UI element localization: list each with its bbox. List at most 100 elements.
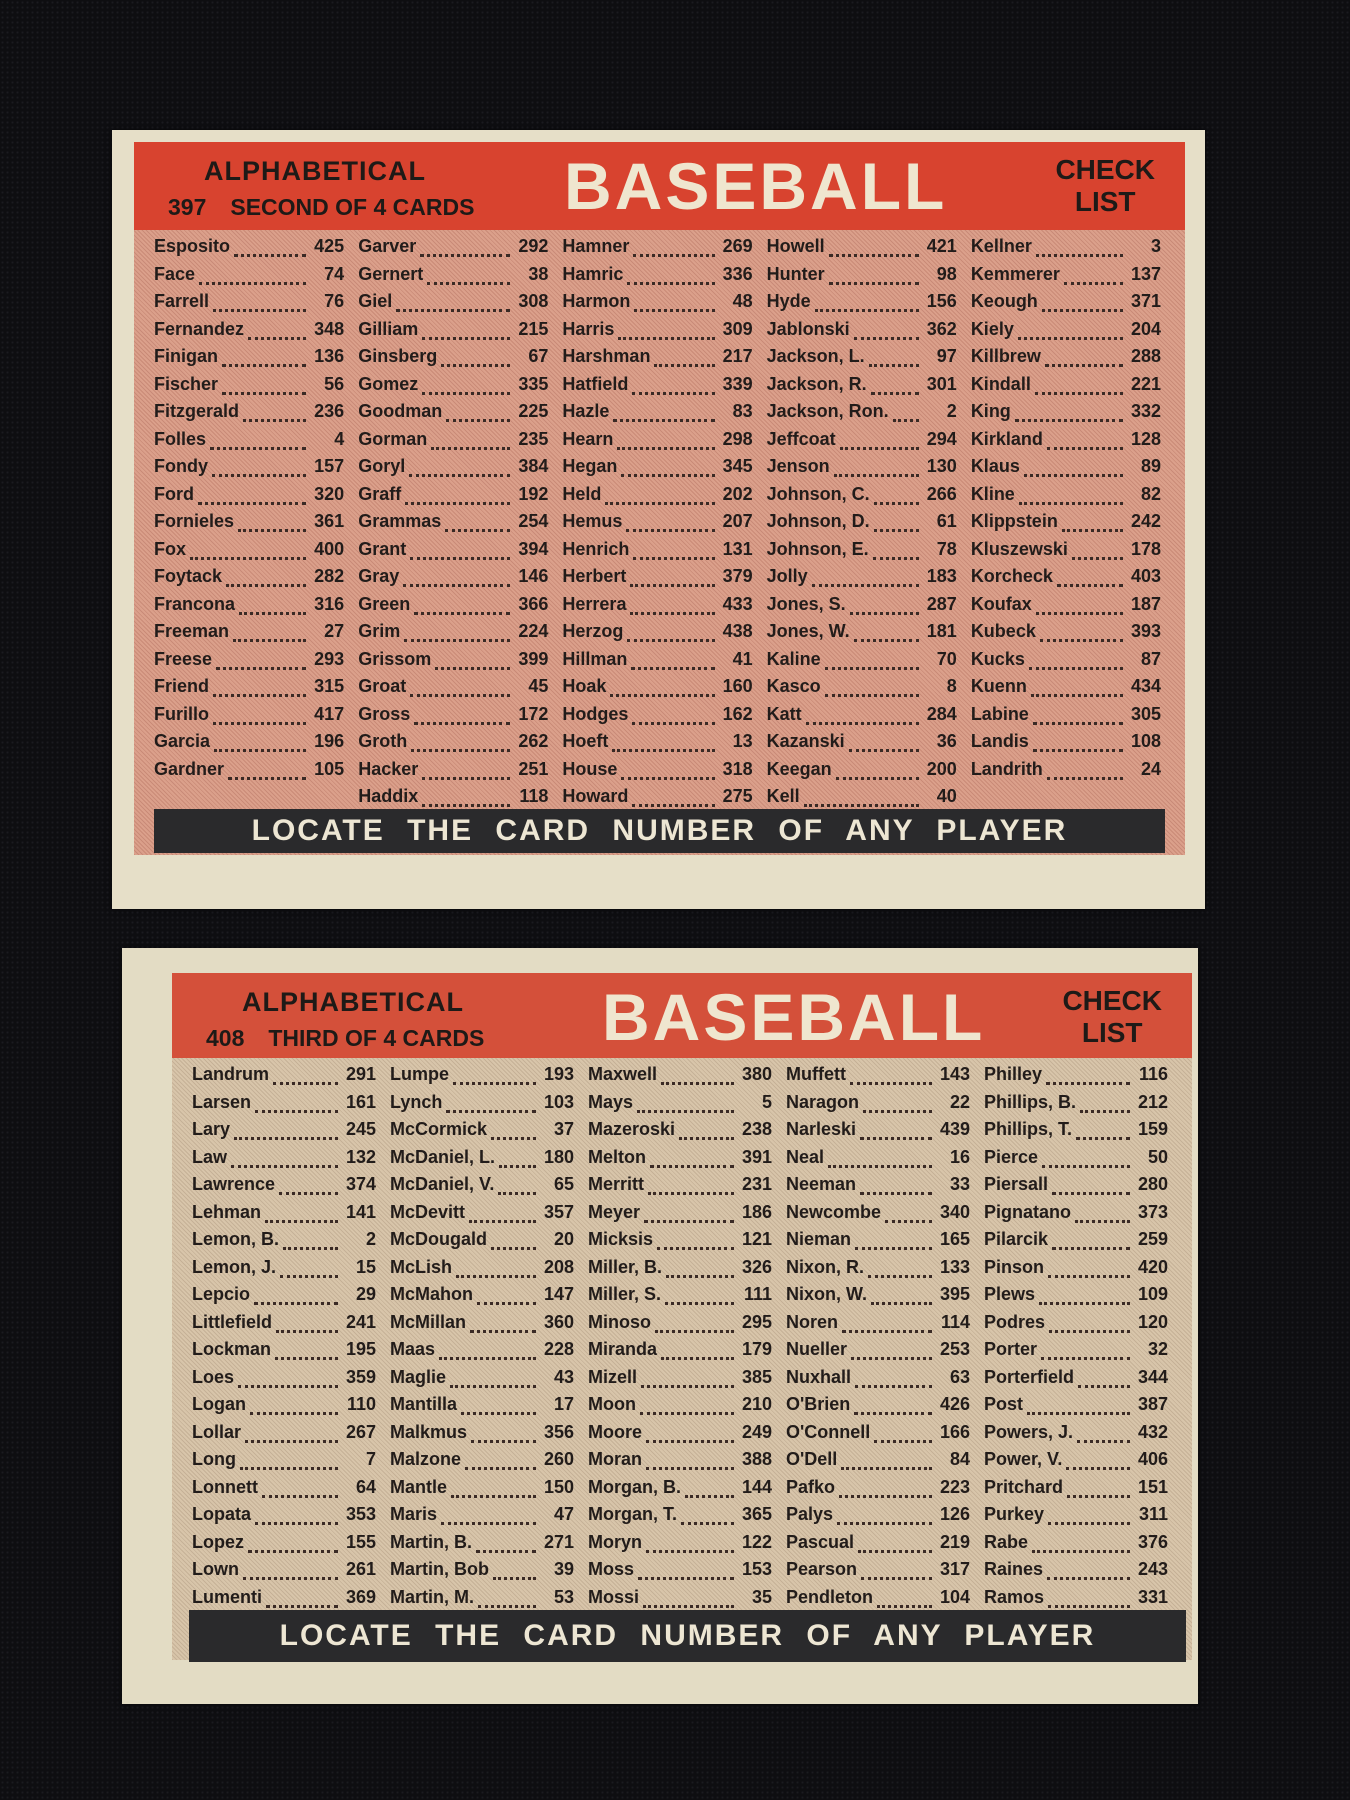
card-number-value: 225 xyxy=(518,401,549,421)
player-entry: Palys 126 xyxy=(786,1504,970,1532)
leader-dots xyxy=(632,721,715,725)
player-name: Lumpe xyxy=(390,1064,450,1084)
player-name: Post xyxy=(984,1394,1024,1414)
player-entry: Keough 371 xyxy=(971,291,1161,319)
player-entry: Klaus 89 xyxy=(971,456,1161,484)
player-name: Moore xyxy=(588,1421,642,1442)
player-name: Kubeck xyxy=(970,621,1036,641)
leader-dots xyxy=(255,1109,338,1113)
leader-dots xyxy=(1046,1082,1130,1086)
leader-dots xyxy=(627,281,715,285)
card-number-value: 110 xyxy=(346,1394,376,1414)
leader-dots xyxy=(630,611,715,615)
card-number-value: 128 xyxy=(1130,428,1162,449)
card-number-value: 260 xyxy=(543,1449,574,1469)
player-name: Phillips, B. xyxy=(984,1091,1077,1112)
player-entry: Neal 16 xyxy=(786,1147,970,1175)
leader-dots xyxy=(239,1467,338,1471)
card-number-value: 282 xyxy=(314,566,345,586)
player-name: Haddix xyxy=(358,786,419,806)
card-number-value: 271 xyxy=(543,1531,574,1552)
card-number-value: 406 xyxy=(1137,1449,1168,1469)
player-name: Giel xyxy=(358,291,393,311)
player-name: Minoso xyxy=(588,1311,651,1332)
player-entry: Hoeft 13 xyxy=(562,731,753,759)
card-number-value: 280 xyxy=(1137,1174,1168,1194)
player-entry: Face 74 xyxy=(154,264,344,292)
player-entry: Grammas 254 xyxy=(358,511,548,539)
player-entry: Howard 275 xyxy=(562,786,753,814)
player-name: Noren xyxy=(786,1311,839,1332)
card-number-value: 336 xyxy=(722,263,753,284)
player-name: Gorman xyxy=(358,428,428,449)
leader-dots xyxy=(870,391,919,395)
player-entry: Nuxhall 63 xyxy=(786,1367,970,1395)
leader-dots xyxy=(222,391,307,395)
player-name: Lemon, J. xyxy=(192,1256,277,1277)
player-name: Finigan xyxy=(154,346,218,366)
card-number-value: 399 xyxy=(518,648,549,669)
leader-dots xyxy=(422,336,511,340)
leader-dots xyxy=(414,611,511,615)
leader-dots xyxy=(661,1082,734,1086)
player-entry: Kellner 3 xyxy=(971,236,1161,264)
player-entry: Nixon, R. 133 xyxy=(786,1257,970,1285)
card-number-value: 126 xyxy=(939,1504,970,1524)
leader-dots xyxy=(1061,529,1124,533)
player-entry: Lockman 195 xyxy=(192,1339,376,1367)
leader-dots xyxy=(1048,1522,1130,1526)
player-name: Moss xyxy=(588,1559,635,1579)
player-name: Jackson, R. xyxy=(766,373,867,394)
card-number-value: 371 xyxy=(1130,291,1162,311)
player-entry: McMillan 360 xyxy=(390,1312,574,1340)
checklist-column: Maxwell 380 Mays 5 Mazeroski 238 Melton 391 Merr… xyxy=(588,1064,786,1642)
player-name: Garcia xyxy=(154,731,211,751)
card-number-value: 153 xyxy=(741,1559,772,1579)
player-name: Hamric xyxy=(562,263,624,284)
leader-dots xyxy=(828,281,919,285)
card-number-value: 143 xyxy=(939,1064,970,1084)
card-number-value: 391 xyxy=(741,1146,772,1167)
leader-dots xyxy=(491,1247,536,1251)
leader-dots xyxy=(1075,1219,1130,1223)
player-entry: Minoso 295 xyxy=(588,1312,772,1340)
leader-dots xyxy=(814,309,919,313)
leader-dots xyxy=(231,1164,338,1168)
player-name: Green xyxy=(358,593,411,614)
player-name: Raines xyxy=(984,1559,1044,1579)
leader-dots xyxy=(465,1467,536,1471)
card-number-value: 210 xyxy=(741,1394,772,1414)
card-number-value: 295 xyxy=(741,1311,772,1332)
leader-dots xyxy=(633,556,715,560)
player-name: Pinson xyxy=(984,1256,1045,1277)
leader-dots xyxy=(446,1109,536,1113)
leader-dots xyxy=(1035,611,1124,615)
player-name: Logan xyxy=(192,1394,246,1414)
player-name: Ginsberg xyxy=(358,346,438,366)
player-entry: Pinson 420 xyxy=(984,1257,1168,1285)
card-number-value: 27 xyxy=(324,621,345,641)
player-name: Plews xyxy=(984,1284,1036,1304)
player-name: Keegan xyxy=(766,758,832,779)
player-entry: Powers, J. 432 xyxy=(984,1422,1168,1450)
card-number-value: 228 xyxy=(543,1339,574,1359)
player-entry: Kell 40 xyxy=(767,786,957,814)
player-name: McLish xyxy=(390,1256,453,1277)
player-entry: Power, V. 406 xyxy=(984,1449,1168,1477)
player-entry: King 332 xyxy=(971,401,1161,429)
leader-dots xyxy=(849,1082,932,1086)
player-name: Kluszewski xyxy=(970,538,1068,559)
player-name: McMahon xyxy=(390,1284,473,1304)
player-entry: Gross 172 xyxy=(358,704,548,732)
card-number-value: 121 xyxy=(741,1229,772,1249)
leader-dots xyxy=(872,556,919,560)
player-entry: Pritchard 151 xyxy=(984,1477,1168,1505)
card-number-value: 388 xyxy=(741,1449,772,1469)
player-name: Hodges xyxy=(562,703,629,724)
player-entry: McDougald 20 xyxy=(390,1229,574,1257)
card-number-value: 13 xyxy=(732,731,753,751)
leader-dots xyxy=(266,1604,338,1608)
player-entry: Freeman 27 xyxy=(154,621,344,649)
player-name: Keough xyxy=(970,291,1038,311)
player-name: Malkmus xyxy=(390,1421,468,1442)
